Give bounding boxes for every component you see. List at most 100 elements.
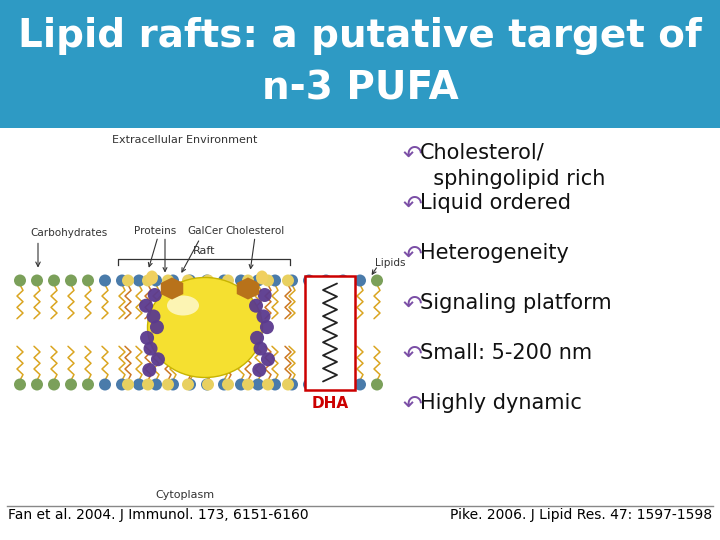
Ellipse shape xyxy=(116,274,128,287)
Polygon shape xyxy=(161,278,184,300)
Ellipse shape xyxy=(250,331,264,345)
Ellipse shape xyxy=(167,274,179,287)
Ellipse shape xyxy=(65,274,77,287)
Ellipse shape xyxy=(337,379,349,390)
Ellipse shape xyxy=(48,379,60,390)
Ellipse shape xyxy=(286,379,298,390)
Ellipse shape xyxy=(252,274,264,287)
Ellipse shape xyxy=(82,379,94,390)
FancyBboxPatch shape xyxy=(0,0,720,128)
Text: n-3 PUFA: n-3 PUFA xyxy=(261,69,459,107)
Ellipse shape xyxy=(269,274,281,287)
Ellipse shape xyxy=(162,379,174,390)
Ellipse shape xyxy=(142,379,154,390)
Ellipse shape xyxy=(48,274,60,287)
Ellipse shape xyxy=(201,379,213,390)
Ellipse shape xyxy=(116,379,128,390)
Ellipse shape xyxy=(151,352,165,366)
Ellipse shape xyxy=(260,320,274,334)
Ellipse shape xyxy=(184,274,196,287)
Ellipse shape xyxy=(167,295,199,315)
Ellipse shape xyxy=(282,274,294,287)
Text: ↶: ↶ xyxy=(402,243,422,267)
Ellipse shape xyxy=(252,379,264,390)
Ellipse shape xyxy=(167,379,179,390)
Ellipse shape xyxy=(218,274,230,287)
Ellipse shape xyxy=(320,379,332,390)
Ellipse shape xyxy=(235,379,247,390)
Ellipse shape xyxy=(140,331,154,345)
Ellipse shape xyxy=(31,379,43,390)
Ellipse shape xyxy=(303,379,315,390)
Ellipse shape xyxy=(249,299,263,313)
Ellipse shape xyxy=(182,379,194,390)
Ellipse shape xyxy=(143,363,156,377)
Ellipse shape xyxy=(122,379,134,390)
Text: ↶: ↶ xyxy=(402,393,422,417)
Ellipse shape xyxy=(99,379,111,390)
Ellipse shape xyxy=(14,379,26,390)
Text: Cholesterol: Cholesterol xyxy=(225,226,284,237)
Ellipse shape xyxy=(146,271,158,285)
Ellipse shape xyxy=(269,379,281,390)
Text: Fan et al. 2004. J Immunol. 173, 6151-6160: Fan et al. 2004. J Immunol. 173, 6151-61… xyxy=(8,508,309,522)
Ellipse shape xyxy=(258,288,271,302)
Ellipse shape xyxy=(222,274,234,287)
Text: ↶: ↶ xyxy=(402,293,422,317)
Text: ↶: ↶ xyxy=(402,143,422,167)
Text: Highly dynamic: Highly dynamic xyxy=(420,393,582,413)
Ellipse shape xyxy=(262,379,274,390)
Ellipse shape xyxy=(242,274,254,287)
Text: Carbohydrates: Carbohydrates xyxy=(30,228,107,239)
Ellipse shape xyxy=(162,274,174,287)
Ellipse shape xyxy=(148,288,162,302)
Ellipse shape xyxy=(282,379,294,390)
Ellipse shape xyxy=(256,271,268,285)
Ellipse shape xyxy=(99,274,111,287)
Ellipse shape xyxy=(354,379,366,390)
Ellipse shape xyxy=(14,274,26,287)
Ellipse shape xyxy=(256,309,271,323)
Text: Raft: Raft xyxy=(193,246,215,256)
Ellipse shape xyxy=(262,274,274,287)
Text: Cytoplasm: Cytoplasm xyxy=(156,490,215,500)
Ellipse shape xyxy=(242,379,254,390)
Ellipse shape xyxy=(235,274,247,287)
Ellipse shape xyxy=(142,274,154,287)
Text: Heterogeneity: Heterogeneity xyxy=(420,243,569,263)
Ellipse shape xyxy=(150,379,162,390)
Ellipse shape xyxy=(354,274,366,287)
Ellipse shape xyxy=(303,274,315,287)
Ellipse shape xyxy=(143,342,158,355)
Ellipse shape xyxy=(286,274,298,287)
Ellipse shape xyxy=(150,274,162,287)
Text: Extracellular Environment: Extracellular Environment xyxy=(112,135,258,145)
Ellipse shape xyxy=(202,379,214,390)
Text: Liquid ordered: Liquid ordered xyxy=(420,193,571,213)
Ellipse shape xyxy=(150,320,164,334)
Text: ↶: ↶ xyxy=(402,193,422,217)
Ellipse shape xyxy=(371,274,383,287)
Text: GalCer: GalCer xyxy=(187,226,222,237)
Text: DHA: DHA xyxy=(312,395,348,410)
Ellipse shape xyxy=(133,379,145,390)
Ellipse shape xyxy=(222,379,234,390)
Ellipse shape xyxy=(146,309,161,323)
Text: Proteins: Proteins xyxy=(134,226,176,237)
Ellipse shape xyxy=(337,274,349,287)
Text: Lipids: Lipids xyxy=(375,258,405,267)
Polygon shape xyxy=(237,278,259,300)
Text: ↶: ↶ xyxy=(402,343,422,367)
Ellipse shape xyxy=(182,274,194,287)
Ellipse shape xyxy=(261,352,275,366)
Ellipse shape xyxy=(218,379,230,390)
Ellipse shape xyxy=(253,342,268,355)
Ellipse shape xyxy=(122,274,134,287)
Text: Cholesterol/
  sphingolipid rich: Cholesterol/ sphingolipid rich xyxy=(420,143,606,188)
Ellipse shape xyxy=(201,274,213,287)
Text: Small: 5-200 nm: Small: 5-200 nm xyxy=(420,343,592,363)
Ellipse shape xyxy=(148,278,263,377)
Ellipse shape xyxy=(65,379,77,390)
Ellipse shape xyxy=(133,274,145,287)
Ellipse shape xyxy=(82,274,94,287)
